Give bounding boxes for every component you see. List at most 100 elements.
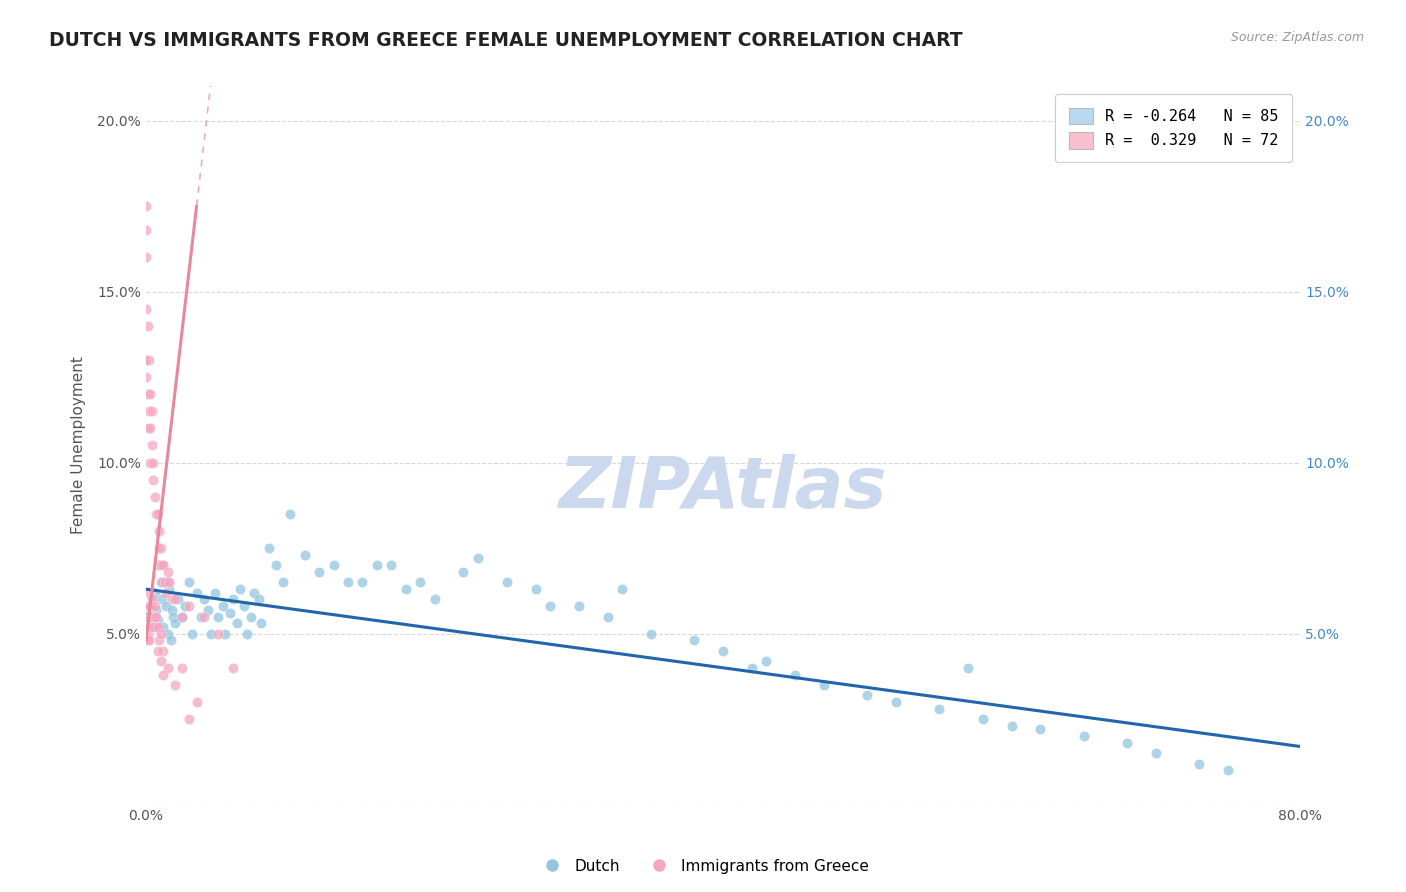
Point [162, 609, 184, 624]
Point [610, 582, 633, 596]
Point [683, 633, 706, 648]
Point [1029, 723, 1052, 737]
Point [156, 661, 179, 675]
Point [1216, 764, 1239, 778]
Point [160, 602, 183, 616]
Point [152, 667, 174, 681]
Point [214, 626, 236, 640]
Point [163, 678, 186, 692]
Point [156, 565, 179, 579]
Point [141, 592, 163, 607]
Point [152, 558, 174, 573]
Point [143, 585, 166, 599]
Point [495, 575, 517, 590]
Point [145, 602, 167, 616]
Point [136, 609, 159, 624]
Point [139, 620, 162, 634]
Point [250, 616, 273, 631]
Point [155, 599, 177, 614]
Point [179, 575, 201, 590]
Point [142, 456, 165, 470]
Point [1116, 736, 1139, 750]
Point [211, 599, 233, 614]
Legend: Dutch, Immigrants from Greece: Dutch, Immigrants from Greece [530, 853, 876, 880]
Point [138, 599, 160, 614]
Point [755, 654, 778, 668]
Point [186, 585, 208, 599]
Point [271, 575, 294, 590]
Point [138, 599, 160, 614]
Point [856, 688, 879, 702]
Point [149, 541, 172, 555]
Point [152, 643, 174, 657]
Point [163, 616, 186, 631]
Legend: R = -0.264   N = 85, R =  0.329   N = 72: R = -0.264 N = 85, R = 0.329 N = 72 [1054, 94, 1292, 162]
Point [135, 199, 157, 213]
Point [155, 585, 177, 599]
Point [193, 592, 215, 607]
Point [135, 301, 157, 316]
Point [957, 661, 980, 675]
Point [146, 643, 169, 657]
Point [139, 456, 162, 470]
Point [149, 558, 172, 573]
Point [148, 524, 170, 538]
Point [141, 609, 163, 624]
Point [136, 626, 159, 640]
Point [159, 633, 181, 648]
Point [139, 387, 162, 401]
Point [813, 678, 835, 692]
Point [135, 223, 157, 237]
Point [138, 353, 160, 368]
Point [380, 558, 402, 573]
Point [1000, 719, 1022, 733]
Point [395, 582, 418, 596]
Point [142, 620, 165, 634]
Point [139, 421, 162, 435]
Point [200, 626, 222, 640]
Point [149, 626, 172, 640]
Point [136, 387, 159, 401]
Point [143, 490, 166, 504]
Point [524, 582, 547, 596]
Y-axis label: Female Unemployment: Female Unemployment [72, 357, 86, 534]
Point [221, 661, 243, 675]
Point [148, 633, 170, 648]
Point [141, 404, 163, 418]
Point [148, 541, 170, 555]
Point [138, 585, 160, 599]
Point [157, 582, 180, 596]
Point [163, 592, 186, 607]
Point [467, 551, 489, 566]
Point [135, 251, 157, 265]
Point [142, 473, 165, 487]
Point [193, 609, 215, 624]
Point [366, 558, 388, 573]
Point [785, 667, 807, 681]
Point [186, 695, 208, 709]
Point [146, 507, 169, 521]
Point [1144, 747, 1167, 761]
Point [179, 712, 201, 726]
Point [139, 606, 162, 620]
Point [141, 438, 163, 452]
Point [150, 575, 173, 590]
Point [181, 626, 204, 640]
Point [322, 558, 344, 573]
Point [143, 599, 166, 614]
Point [409, 575, 432, 590]
Point [207, 609, 229, 624]
Point [233, 599, 256, 614]
Point [146, 613, 169, 627]
Point [139, 620, 162, 634]
Point [149, 654, 172, 668]
Point [884, 695, 907, 709]
Point [568, 599, 591, 614]
Point [337, 575, 360, 590]
Point [139, 599, 162, 614]
Text: Source: ZipAtlas.com: Source: ZipAtlas.com [1230, 31, 1364, 45]
Point [136, 318, 159, 333]
Point [352, 575, 374, 590]
Point [146, 558, 169, 573]
Point [197, 602, 219, 616]
